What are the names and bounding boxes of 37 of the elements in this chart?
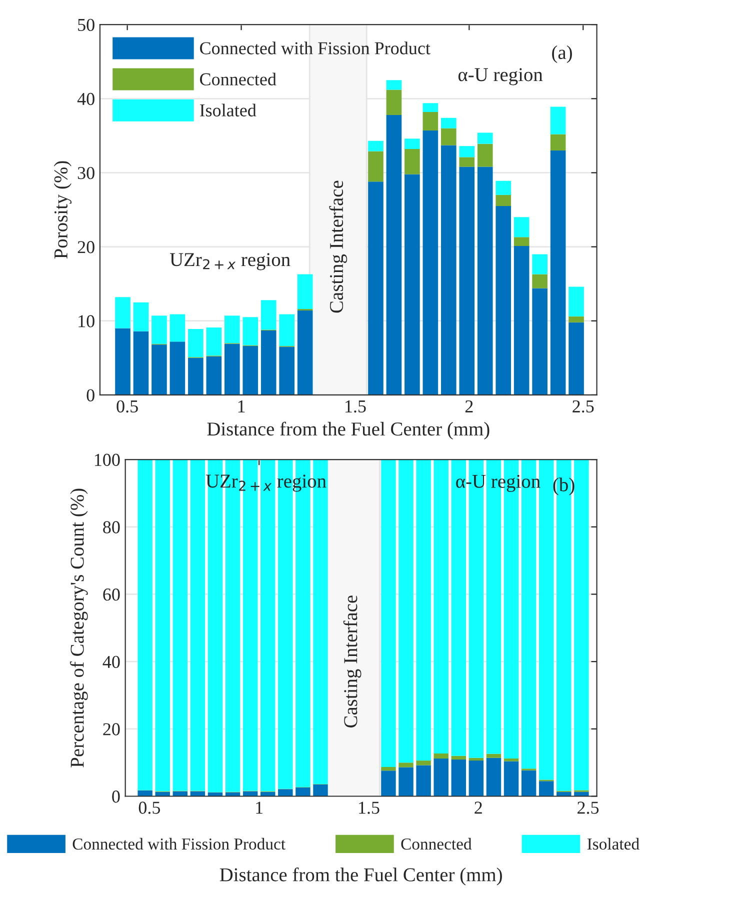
y-tick-label: 80 (103, 521, 120, 534)
annotation: (a) (552, 45, 572, 64)
y-tick-label: 20 (78, 241, 94, 254)
x-tick-label: 1 (238, 400, 245, 412)
y-tick-label: 40 (102, 656, 120, 668)
y-tick-label: 20 (103, 723, 120, 736)
legend-label: Connected (401, 838, 472, 850)
x-axis-title: Distance from the Fuel Center (mm) (207, 422, 490, 440)
x-tick-label: 2 (465, 400, 473, 412)
legend-label: Isolated (200, 104, 256, 116)
x-tick-label: 2.5 (578, 802, 599, 814)
annotation: α-U region (458, 68, 543, 86)
legend-label: Connected (200, 72, 276, 86)
y-tick-label: 50 (78, 18, 94, 32)
y-tick-label: 100 (94, 454, 120, 466)
legend-label: Connected with Fission Product (72, 838, 286, 850)
y-tick-label: 30 (78, 166, 94, 180)
y-tick-label: 0 (112, 790, 120, 803)
band-label: Casting Interface (343, 596, 362, 728)
legend-label: Connected with Fission Product (200, 42, 430, 54)
x-tick-label: 2 (474, 802, 482, 814)
x-tick-label: 0.5 (138, 802, 160, 814)
x-tick-label: 2.5 (572, 400, 594, 413)
band-label: Casting Interface (329, 180, 348, 313)
legend-label: Isolated (587, 838, 640, 850)
y-tick-label: 60 (103, 588, 120, 601)
x-tick-label: 1.5 (346, 400, 366, 413)
x-tick-label: 0.5 (116, 400, 138, 413)
y-axis-title: Porosity (%) (54, 161, 72, 259)
x-tick-label: 1 (256, 802, 263, 814)
y-axis-title: Percentage of Category's Count (%) (70, 488, 88, 768)
x-axis-title: Distance from the Fuel Center (mm) (220, 867, 502, 886)
y-tick-label: 0 (86, 389, 94, 402)
y-tick-label: 10 (78, 315, 94, 328)
annotation: UZr$_{2+x}$ region (170, 253, 290, 270)
y-tick-label: 40 (77, 92, 94, 106)
x-tick-label: 1.5 (359, 802, 380, 814)
